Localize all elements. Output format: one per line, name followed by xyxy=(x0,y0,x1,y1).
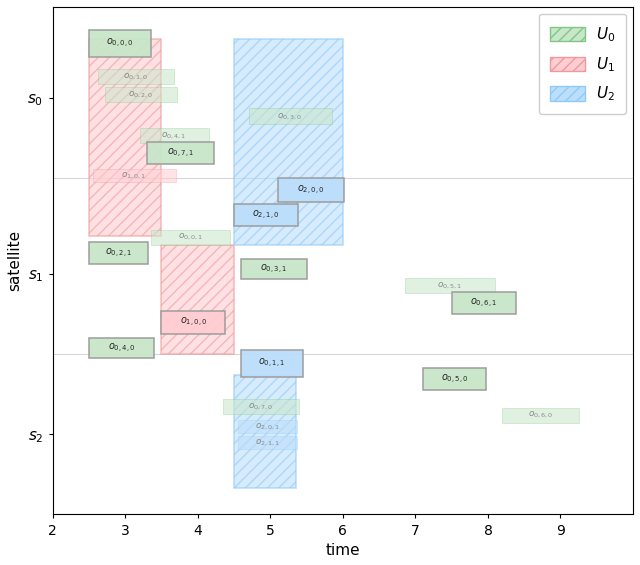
Bar xyxy=(502,407,579,423)
Text: $o_{0,2,1}$: $o_{0,2,1}$ xyxy=(105,247,132,260)
Bar xyxy=(97,69,174,84)
Bar xyxy=(150,230,230,245)
Bar xyxy=(452,292,515,314)
Bar xyxy=(241,259,307,280)
Text: $o_{0,4,1}$: $o_{0,4,1}$ xyxy=(161,131,187,141)
Bar xyxy=(161,311,225,334)
Bar xyxy=(404,278,495,293)
Text: $o_{1,0,0}$: $o_{1,0,0}$ xyxy=(180,316,207,329)
Text: $o_{0,4,0}$: $o_{0,4,0}$ xyxy=(108,342,135,355)
Bar xyxy=(237,420,297,433)
Bar xyxy=(237,436,297,449)
Text: $o_{0,5,0}$: $o_{0,5,0}$ xyxy=(441,373,468,386)
Text: $o_{2,1,1}$: $o_{2,1,1}$ xyxy=(255,437,280,448)
Bar xyxy=(161,245,234,354)
Text: $o_{0,1,1}$: $o_{0,1,1}$ xyxy=(259,357,285,370)
X-axis label: time: time xyxy=(326,543,360,558)
Bar xyxy=(89,30,150,58)
Text: $o_{0,1,0}$: $o_{0,1,0}$ xyxy=(123,72,148,82)
Bar xyxy=(105,87,177,102)
Text: $o_{2,1,0}$: $o_{2,1,0}$ xyxy=(252,208,280,222)
Text: $o_{2,0,0}$: $o_{2,0,0}$ xyxy=(297,184,324,197)
Bar xyxy=(140,128,209,143)
Legend: $U_0$, $U_1$, $U_2$: $U_0$, $U_1$, $U_2$ xyxy=(539,14,626,114)
Bar xyxy=(422,368,486,390)
Bar xyxy=(248,108,332,124)
Bar xyxy=(223,399,300,414)
Bar xyxy=(89,242,148,264)
Bar xyxy=(278,179,344,202)
Bar xyxy=(89,39,161,237)
Bar xyxy=(93,169,176,182)
Y-axis label: satellite: satellite xyxy=(7,230,22,292)
Text: $o_{0,6,1}$: $o_{0,6,1}$ xyxy=(470,297,497,310)
Text: $o_{0,2,0}$: $o_{0,2,0}$ xyxy=(129,89,154,99)
Bar xyxy=(234,205,298,226)
Text: $o_{1,0,1}$: $o_{1,0,1}$ xyxy=(122,171,147,181)
Text: $o_{0,3,0}$: $o_{0,3,0}$ xyxy=(277,111,303,121)
Text: $o_{0,7,1}$: $o_{0,7,1}$ xyxy=(166,147,194,160)
Bar xyxy=(147,142,214,164)
Bar xyxy=(241,350,303,377)
Bar xyxy=(89,338,154,359)
Text: $o_{0,6,0}$: $o_{0,6,0}$ xyxy=(528,410,554,420)
Bar xyxy=(234,376,296,488)
Text: $o_{0,0,0}$: $o_{0,0,0}$ xyxy=(106,37,134,50)
Text: $o_{0,0,1}$: $o_{0,0,1}$ xyxy=(178,232,203,242)
Text: $o_{0,3,1}$: $o_{0,3,1}$ xyxy=(260,263,287,276)
Text: $o_{2,0,1}$: $o_{2,0,1}$ xyxy=(255,421,280,432)
Bar xyxy=(234,39,343,245)
Text: $o_{0,7,0}$: $o_{0,7,0}$ xyxy=(248,402,274,412)
Text: $o_{0,5,1}$: $o_{0,5,1}$ xyxy=(437,280,463,290)
